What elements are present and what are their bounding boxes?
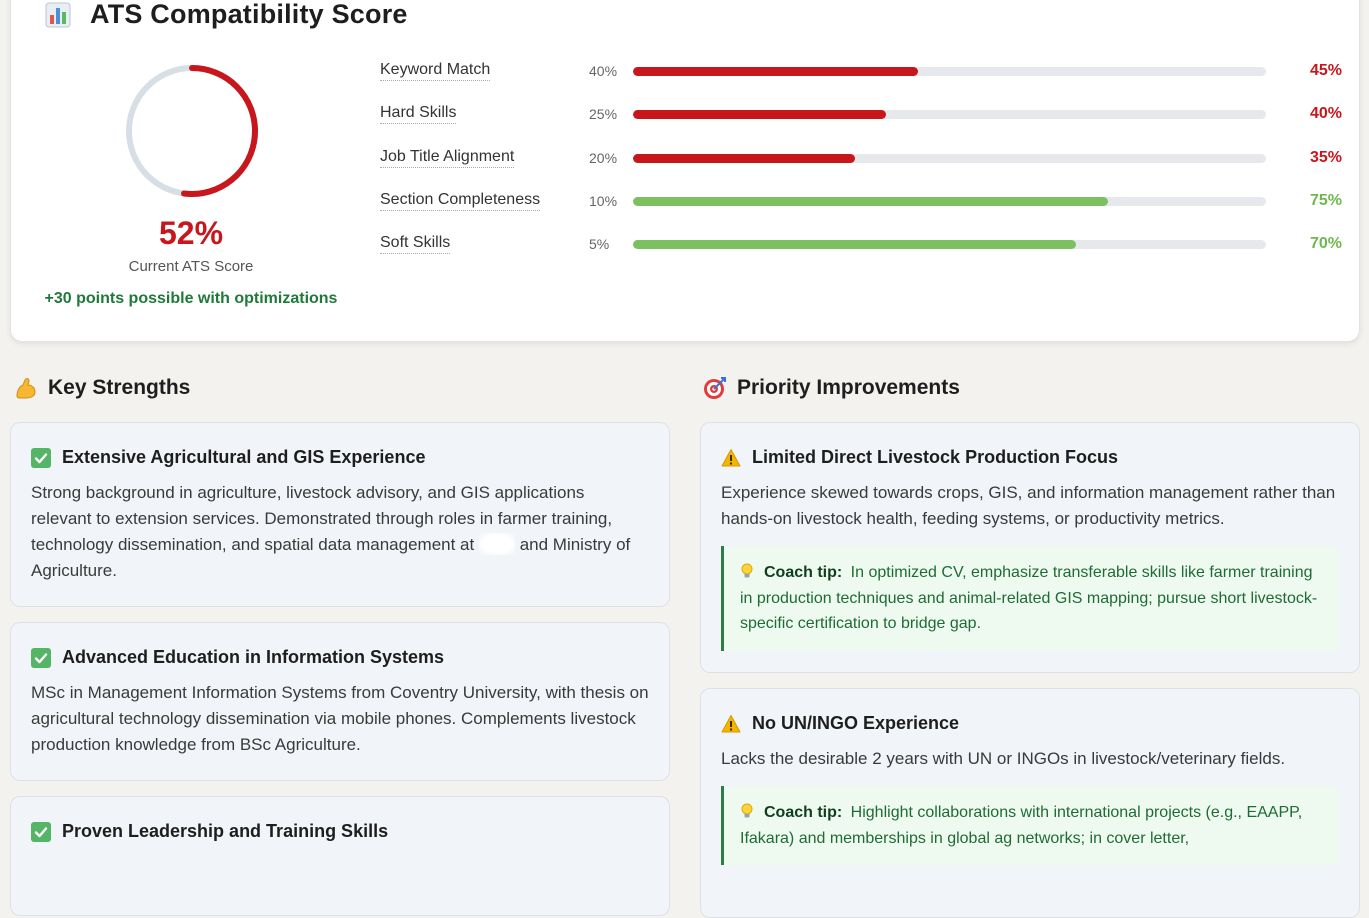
coach-tip: Coach tip: Highlight collaborations with…	[721, 786, 1339, 865]
metric-soft-skills: Soft Skills 5% 70%	[380, 234, 1342, 260]
coach-tip-label: Coach tip:	[764, 564, 843, 581]
metric-value: 75%	[1309, 192, 1342, 209]
metric-name[interactable]: Job Title Alignment	[380, 148, 515, 168]
ats-score-card: ATS Compatibility Score 52% Current ATS …	[10, 0, 1360, 342]
warning-icon	[721, 714, 741, 732]
metric-fill	[633, 110, 887, 119]
improvement-title: Limited Direct Livestock Production Focu…	[721, 447, 1339, 468]
metric-weight: 40%	[589, 63, 618, 79]
metric-track	[633, 197, 1266, 206]
warning-icon	[721, 448, 741, 466]
coach-tip-label: Coach tip:	[764, 804, 843, 821]
strength-title-text: Advanced Education in Information System…	[62, 647, 445, 667]
bar-chart-icon	[45, 2, 71, 27]
light-bulb-icon	[741, 563, 753, 578]
strength-text: Strong background in agriculture, livest…	[31, 480, 649, 584]
metric-job-title-alignment: Job Title Alignment 20% 35%	[380, 148, 1342, 174]
check-mark-icon	[31, 447, 51, 468]
metric-track	[633, 110, 1266, 119]
metric-keyword-match: Keyword Match 40% 45%	[380, 61, 1342, 87]
metric-name[interactable]: Section Completeness	[380, 191, 541, 211]
flexed-biceps-icon	[16, 378, 36, 399]
metric-weight: 20%	[589, 150, 618, 166]
strength-card: Advanced Education in Information System…	[10, 622, 670, 781]
strengths-heading: Key Strengths	[14, 376, 190, 400]
strength-title-text: Extensive Agricultural and GIS Experienc…	[62, 447, 426, 467]
metric-name[interactable]: Hard Skills	[380, 104, 457, 124]
metric-name[interactable]: Soft Skills	[380, 234, 451, 254]
strength-card: Extensive Agricultural and GIS Experienc…	[10, 422, 670, 607]
strength-text-part: Strong background in agriculture, livest…	[31, 483, 613, 554]
coach-tip: Coach tip: In optimized CV, emphasize tr…	[721, 546, 1339, 651]
improvement-text: Lacks the desirable 2 years with UN or I…	[721, 749, 1286, 768]
strength-text-part: and Ministry of Agriculture.	[31, 535, 631, 580]
score-value: 52%	[158, 215, 224, 251]
improvements-heading: Priority Improvements	[703, 376, 960, 400]
strengths-heading-text: Key Strengths	[48, 376, 191, 399]
metric-value: 35%	[1309, 149, 1342, 166]
metric-track	[633, 67, 1266, 76]
metric-section-completeness: Section Completeness 10% 75%	[380, 191, 1342, 217]
ats-title: ATS Compatibility Score	[90, 0, 408, 29]
coach-tip-text: In optimized CV, emphasize transferable …	[740, 564, 1318, 632]
improvement-card: Limited Direct Livestock Production Focu…	[700, 422, 1360, 673]
improvement-title-text: Limited Direct Livestock Production Focu…	[752, 447, 1119, 467]
light-bulb-icon	[741, 803, 753, 818]
improvement-title-text: No UN/INGO Experience	[752, 713, 960, 733]
strength-title: Advanced Education in Information System…	[31, 647, 649, 668]
strength-text: MSc in Management Information Systems fr…	[31, 683, 649, 754]
metric-weight: 25%	[589, 106, 618, 122]
check-mark-icon	[31, 821, 51, 842]
target-icon	[704, 377, 726, 399]
coach-tip-text: Highlight collaborations with internatio…	[740, 804, 1303, 847]
improvements-heading-text: Priority Improvements	[737, 376, 960, 399]
improvement-text: Experience skewed towards crops, GIS, an…	[721, 483, 1336, 528]
metric-track	[633, 240, 1266, 249]
strength-title: Extensive Agricultural and GIS Experienc…	[31, 447, 649, 468]
metric-value: 70%	[1309, 235, 1342, 252]
improvement-card: No UN/INGO Experience Lacks the desirabl…	[700, 688, 1360, 918]
score-potential: +30 points possible with optimizations	[44, 290, 338, 307]
metric-fill	[633, 154, 855, 163]
metric-hard-skills: Hard Skills 25% 40%	[380, 104, 1342, 130]
redaction-mark	[478, 533, 515, 555]
improvement-title: No UN/INGO Experience	[721, 713, 1339, 734]
metric-fill	[633, 240, 1077, 249]
metric-name[interactable]: Keyword Match	[380, 61, 491, 81]
score-gauge	[126, 65, 258, 197]
strength-title: Proven Leadership and Training Skills	[31, 821, 649, 842]
metric-value: 40%	[1309, 105, 1342, 122]
score-gauge-arc	[126, 65, 258, 197]
ats-header: ATS Compatibility Score	[45, 0, 408, 30]
metric-value: 45%	[1309, 62, 1342, 79]
strength-card: Proven Leadership and Training Skills	[10, 796, 670, 916]
metric-weight: 5%	[589, 236, 610, 252]
metric-fill	[633, 67, 918, 76]
check-mark-icon	[31, 647, 51, 668]
score-label: Current ATS Score	[128, 258, 254, 275]
metric-fill	[633, 197, 1108, 206]
metric-track	[633, 154, 1266, 163]
strength-title-text: Proven Leadership and Training Skills	[62, 821, 389, 841]
metric-weight: 10%	[589, 193, 618, 209]
